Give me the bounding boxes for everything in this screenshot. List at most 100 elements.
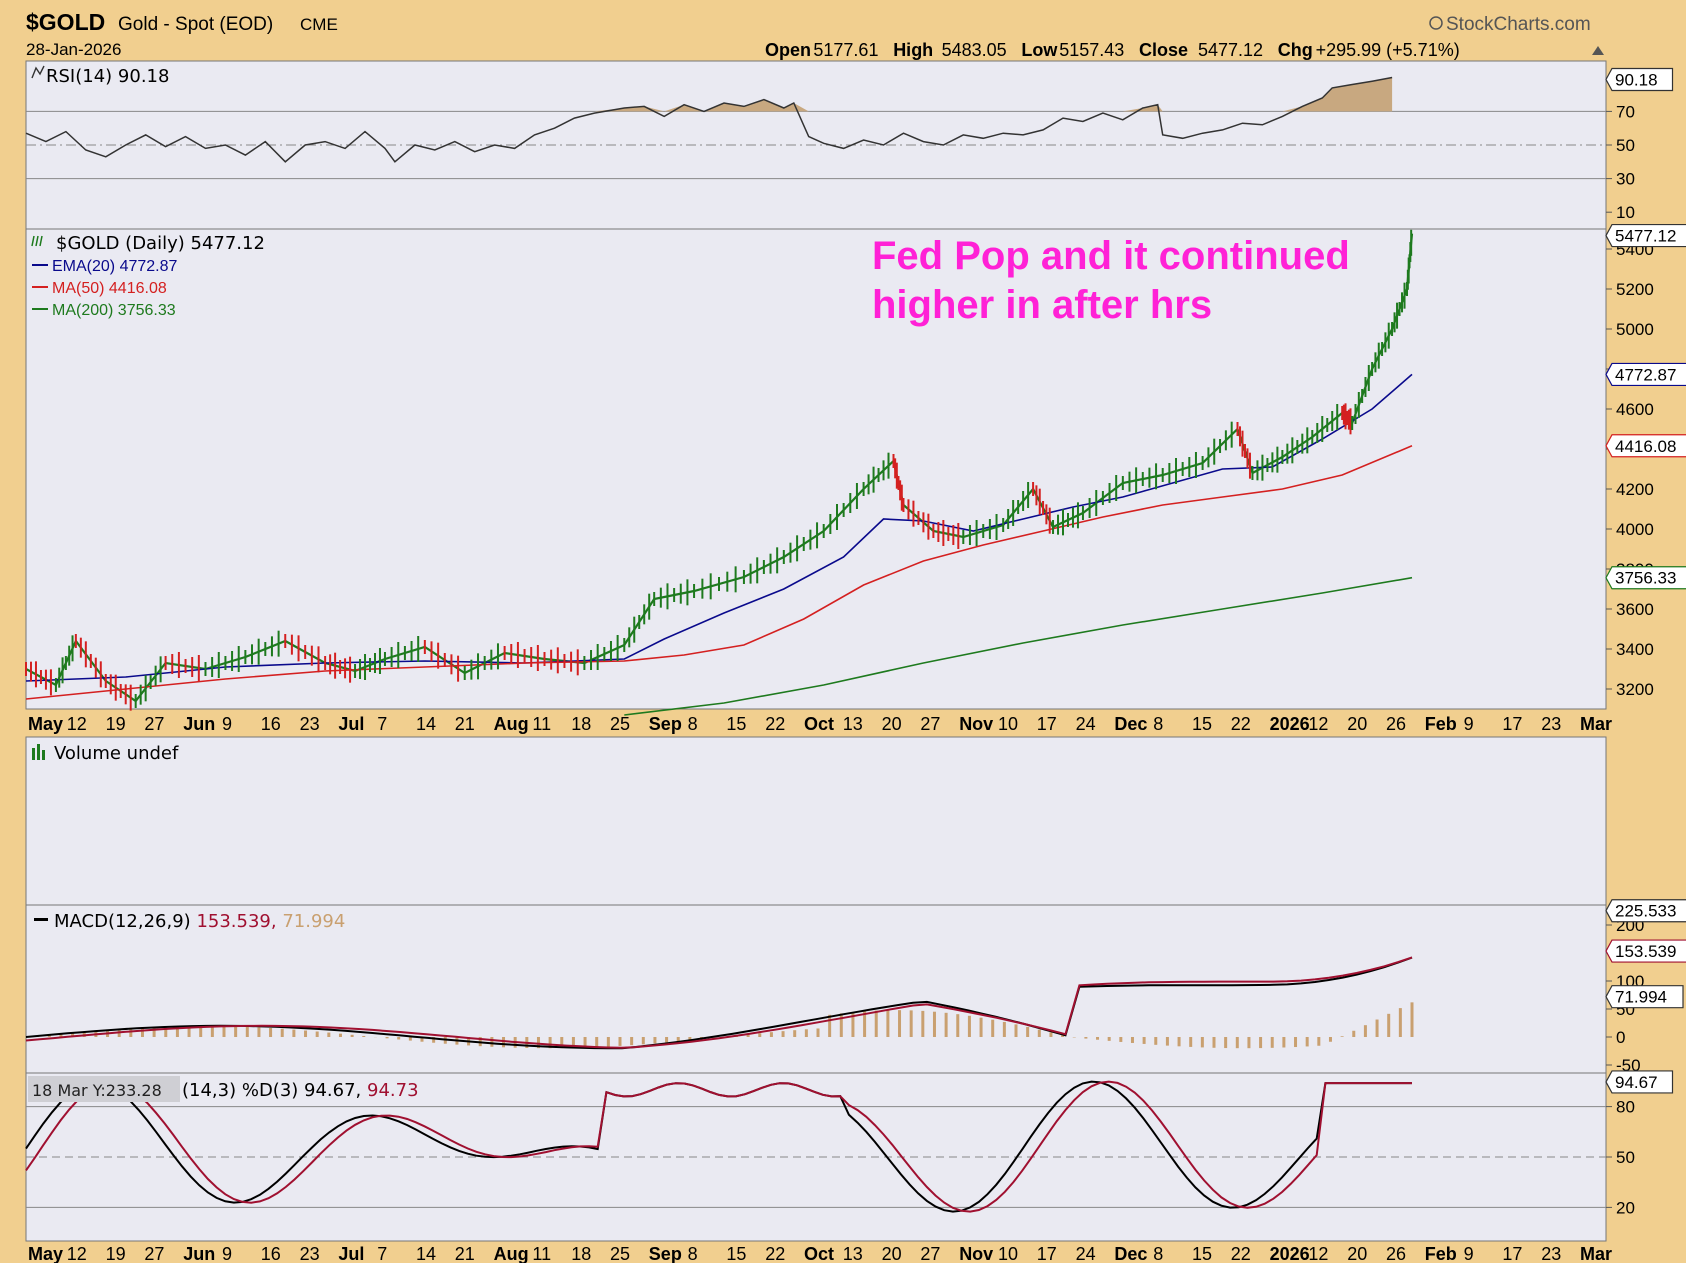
macd-histogram-bar — [839, 1013, 843, 1037]
x-tick-label: 9 — [1464, 1244, 1474, 1263]
macd-histogram-bar — [1189, 1037, 1193, 1047]
macd-histogram-bar — [59, 1033, 63, 1037]
macd-title: MACD(12,26,9) 153.539, 71.994 — [54, 911, 345, 932]
macd-histogram-bar — [746, 1034, 750, 1037]
value-tag — [1605, 985, 1684, 1009]
x-tick-label: 21 — [455, 1244, 475, 1263]
x-tick-label: 22 — [765, 1244, 785, 1263]
x-tick-label: 12 — [1308, 1244, 1328, 1263]
x-tick-label: 15 — [1192, 1244, 1212, 1263]
macd-histogram-bar — [758, 1033, 762, 1037]
x-tick-label: 27 — [920, 1244, 940, 1263]
macd-histogram-bar — [1363, 1025, 1367, 1037]
x-tick-label: 19 — [106, 1244, 126, 1263]
macd-histogram-bar — [222, 1026, 226, 1037]
macd-histogram-bar — [851, 1012, 855, 1037]
annotation-line-2: higher in after hrs — [872, 283, 1212, 327]
x-tick-label: 17 — [1037, 1244, 1057, 1263]
crosshair-tooltip: 18 Mar Y:233.28 — [32, 1081, 162, 1100]
y-tick-label: 3400 — [1616, 640, 1654, 659]
macd-histogram-bar — [338, 1033, 342, 1037]
x-tick-label: 27 — [920, 714, 940, 734]
ohlc-value-low: 5157.43 — [1059, 40, 1124, 60]
macd-histogram-bar — [1352, 1030, 1356, 1037]
macd-histogram-bar — [280, 1028, 284, 1037]
macd-histogram-bar — [676, 1037, 680, 1042]
x-tick-label: 22 — [1231, 714, 1251, 734]
y-tick-label: 80 — [1616, 1098, 1635, 1117]
x-tick-label: Mar — [1580, 714, 1612, 734]
x-tick-label: Nov — [959, 714, 993, 734]
macd-histogram-bar — [967, 1015, 971, 1037]
macd-histogram-bar — [886, 1010, 890, 1037]
ohlc-label-low: Low — [1021, 40, 1058, 60]
macd-histogram-bar — [1177, 1037, 1181, 1047]
macd-histogram-bar — [536, 1037, 540, 1049]
macd-histogram-bar — [653, 1037, 657, 1044]
macd-histogram-bar — [665, 1037, 669, 1043]
legend-entry: MA(50) 4416.08 — [52, 280, 167, 297]
x-tick-label: Oct — [804, 1244, 834, 1263]
x-tick-label: 23 — [1541, 1244, 1561, 1263]
macd-histogram-bar — [71, 1032, 75, 1037]
x-axis-top: May 12 19 27 Jun 9 16 23 Jul 7 14 21 Aug 11 18 25 Sep 8 15… — [28, 714, 1612, 734]
x-tick-label: 8 — [688, 1244, 698, 1263]
series-ma-2 — [25, 445, 1413, 700]
macd-histogram-bar — [1398, 1008, 1402, 1037]
price-title: $GOLD (Daily) 5477.12 — [56, 233, 265, 254]
x-tick-label: 14 — [416, 714, 436, 734]
x-tick-label: Dec — [1114, 1244, 1147, 1263]
macd-histogram-bar — [502, 1037, 506, 1048]
ohlc-label-chg: Chg — [1278, 40, 1313, 60]
x-tick-label: 21 — [455, 714, 475, 734]
volume-title: Volume undef — [54, 743, 179, 764]
macd-histogram-bar — [874, 1010, 878, 1037]
value-tag — [1605, 939, 1686, 963]
macd-histogram-bar — [1061, 1035, 1065, 1037]
x-tick-label: 7 — [377, 1244, 387, 1263]
value-tag — [1605, 223, 1686, 248]
macd-histogram-bar — [210, 1025, 214, 1037]
x-tick-label: 8 — [1153, 714, 1163, 734]
x-tick-label: 25 — [610, 1244, 630, 1263]
x-tick-label: 23 — [300, 714, 320, 734]
series-ma-3 — [624, 576, 1413, 716]
macd-histogram-bar — [1270, 1037, 1274, 1048]
value-tag-label: 4416.08 — [1615, 437, 1676, 456]
x-tick-label: 15 — [726, 714, 746, 734]
macd-histogram-bar — [199, 1025, 203, 1037]
y-tick-label: 50 — [1616, 1148, 1635, 1167]
macd-histogram-bar — [1130, 1037, 1134, 1043]
value-tag — [1605, 899, 1686, 923]
macd-histogram-bar — [257, 1027, 261, 1037]
x-tick-label: 20 — [882, 1244, 902, 1263]
macd-histogram-bar — [1002, 1021, 1006, 1037]
rsi-icon — [31, 65, 45, 79]
macd-histogram-bar — [979, 1017, 983, 1037]
x-tick-label: 8 — [1153, 1244, 1163, 1263]
value-tag — [1605, 1070, 1674, 1094]
x-tick-label: 12 — [67, 1244, 87, 1263]
value-tag-label: 71.994 — [1615, 988, 1667, 1007]
ohlc-label-high: High — [893, 40, 933, 60]
value-tag-label: 4772.87 — [1615, 365, 1676, 384]
x-tick-label: Jun — [183, 714, 215, 734]
volume-panel: Volume undef — [25, 736, 1607, 906]
macd-histogram-bar — [1410, 1002, 1414, 1037]
x-tick-label: 8 — [688, 714, 698, 734]
symbol-title: $GOLD — [26, 9, 105, 35]
macd-histogram-bar — [583, 1037, 587, 1048]
x-tick-label: Oct — [804, 714, 834, 734]
macd-histogram-bar — [432, 1037, 436, 1043]
value-tag — [1605, 566, 1686, 590]
x-tick-label: 10 — [998, 714, 1018, 734]
macd-histogram-bar — [1224, 1037, 1228, 1049]
stoch-d-line — [25, 1080, 1412, 1213]
chart-date: 28-Jan-2026 — [26, 40, 121, 59]
x-tick-label: 25 — [610, 714, 630, 734]
macd-histogram-bar — [164, 1026, 168, 1037]
volume-icon — [32, 744, 45, 760]
ohlc-value-chg: +295.99 (+5.71%) — [1316, 40, 1460, 60]
macd-signal-line — [25, 956, 1413, 1049]
